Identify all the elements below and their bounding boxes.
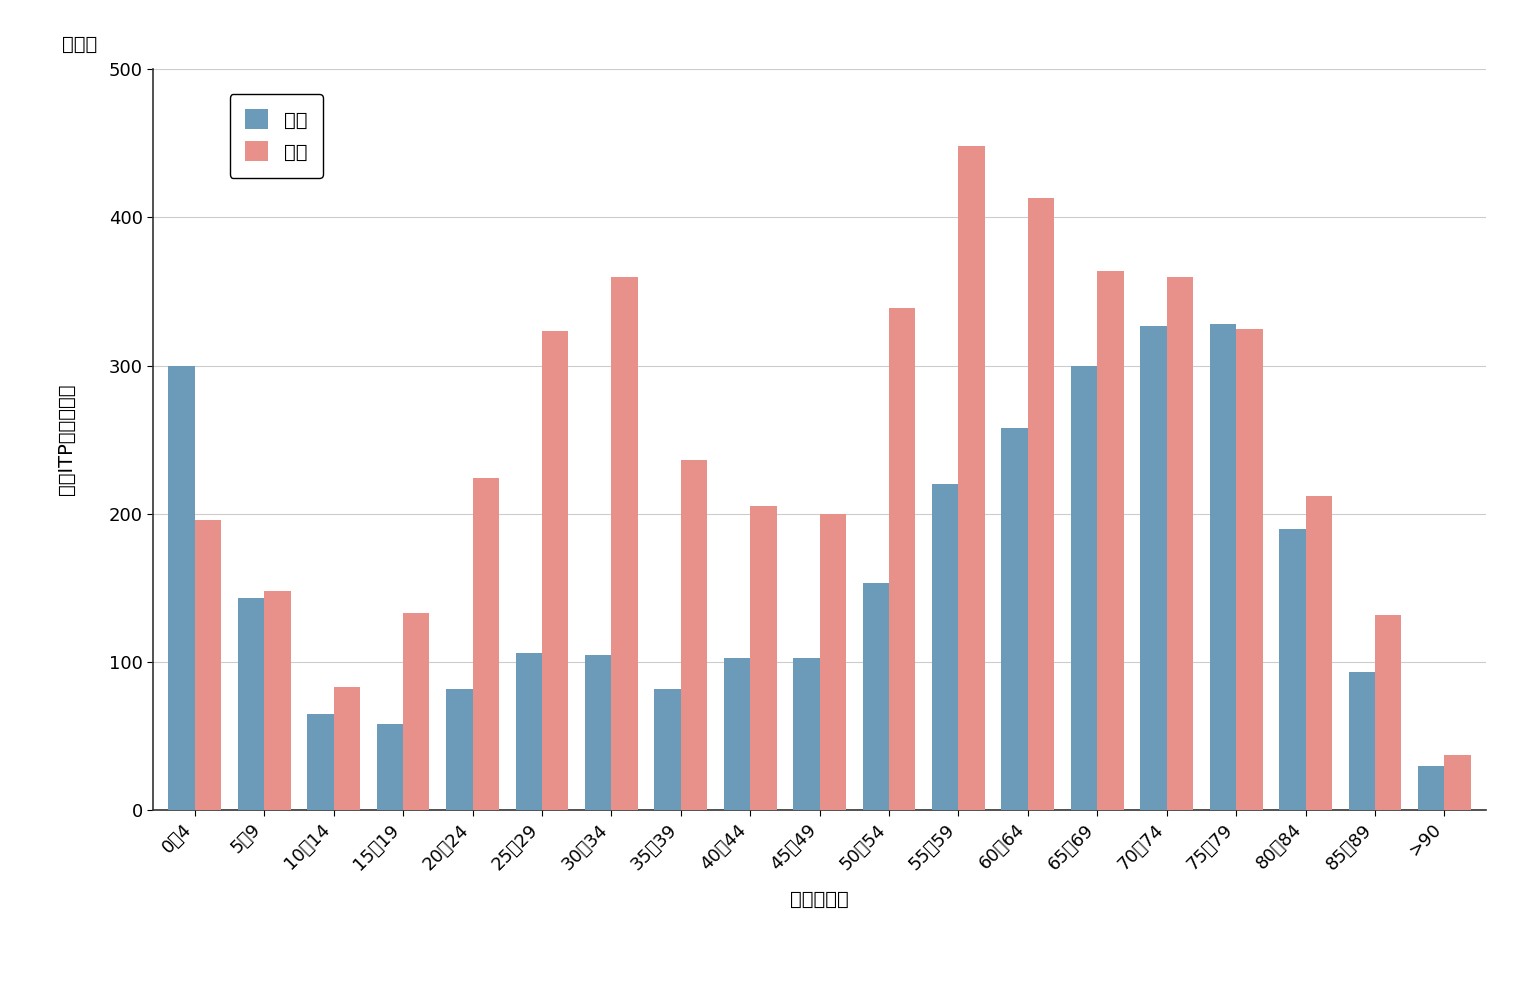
Bar — [654, 689, 680, 810]
Bar — [237, 598, 264, 810]
Bar — [959, 146, 985, 810]
Bar — [1210, 324, 1236, 810]
Bar — [889, 308, 916, 810]
Bar — [516, 653, 542, 810]
Bar — [1167, 277, 1193, 810]
Bar — [680, 460, 708, 810]
Bar — [1279, 529, 1305, 810]
Text: （人）: （人） — [63, 36, 98, 54]
Bar — [542, 331, 568, 810]
Bar — [863, 583, 889, 810]
Legend: 男性, 女性: 男性, 女性 — [230, 94, 323, 178]
Bar — [1348, 672, 1374, 810]
Bar — [1305, 496, 1331, 810]
Bar — [1028, 199, 1054, 810]
Bar — [585, 655, 611, 810]
Bar — [403, 613, 429, 810]
Bar — [1097, 271, 1123, 810]
Text: 新規ITP発症患者数: 新規ITP発症患者数 — [57, 384, 77, 495]
Bar — [169, 366, 195, 810]
Bar — [1374, 615, 1402, 810]
Bar — [195, 520, 221, 810]
Bar — [472, 478, 499, 810]
Bar — [446, 689, 472, 810]
Bar — [751, 506, 777, 810]
Bar — [1445, 755, 1471, 810]
Bar — [1002, 428, 1028, 810]
Bar — [1140, 325, 1167, 810]
Bar — [377, 724, 403, 810]
X-axis label: 年齢（歳）: 年齢（歳） — [791, 890, 849, 909]
Bar — [723, 658, 751, 810]
Bar — [1236, 328, 1262, 810]
Bar — [794, 658, 820, 810]
Bar — [308, 713, 334, 810]
Bar — [264, 591, 291, 810]
Bar — [820, 514, 846, 810]
Bar — [1071, 366, 1097, 810]
Bar — [931, 484, 959, 810]
Bar — [611, 277, 637, 810]
Bar — [1419, 766, 1445, 810]
Bar — [334, 688, 360, 810]
